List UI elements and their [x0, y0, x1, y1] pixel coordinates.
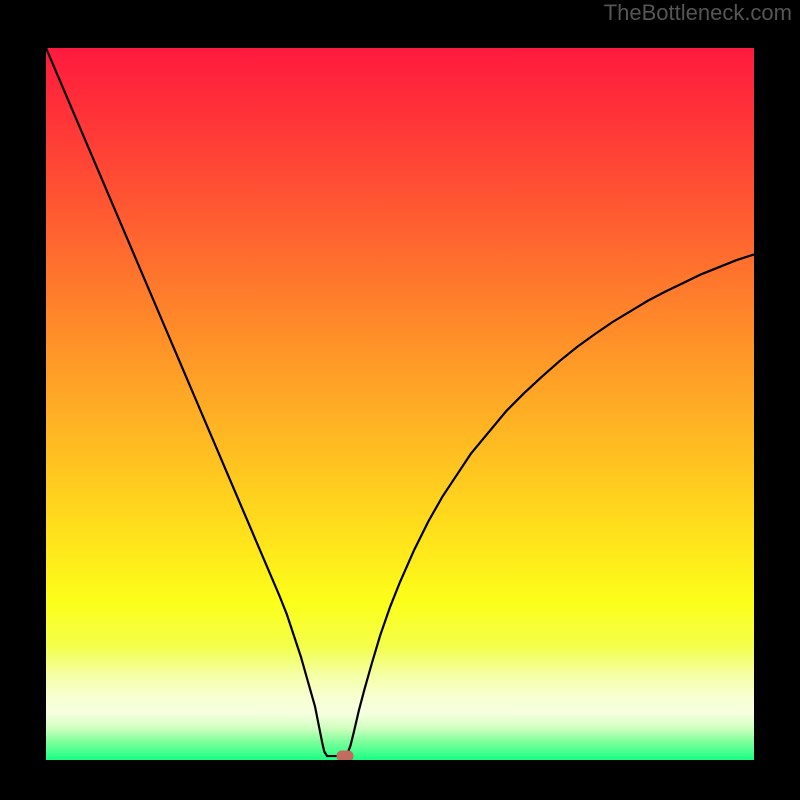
- optimal-marker: [336, 750, 353, 760]
- bottleneck-curve: [46, 48, 754, 756]
- chart-container: TheBottleneck.com: [0, 0, 800, 800]
- watermark-text: TheBottleneck.com: [604, 0, 792, 26]
- plot-area: [46, 48, 754, 760]
- curve-svg: [46, 48, 754, 760]
